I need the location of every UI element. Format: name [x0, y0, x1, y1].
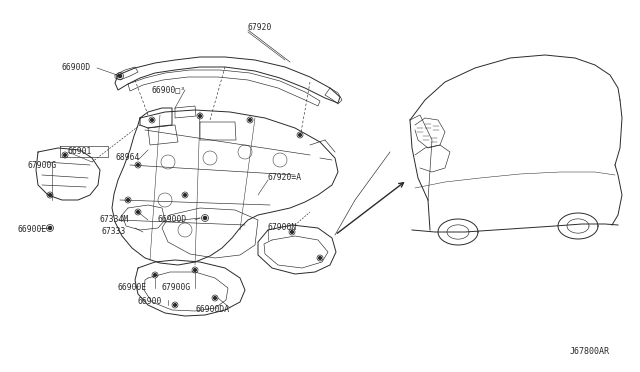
Text: 66900: 66900 — [138, 298, 163, 307]
Circle shape — [154, 274, 156, 276]
Circle shape — [184, 194, 186, 196]
Circle shape — [63, 154, 67, 156]
Text: 66900□³: 66900□³ — [152, 86, 186, 94]
Text: 66900DA: 66900DA — [195, 305, 229, 314]
Text: 67900G: 67900G — [28, 160, 57, 170]
Text: 67900G: 67900G — [162, 283, 191, 292]
Circle shape — [299, 134, 301, 137]
Circle shape — [127, 199, 129, 201]
Text: J67800AR: J67800AR — [570, 347, 610, 356]
Circle shape — [150, 119, 154, 121]
Circle shape — [173, 304, 177, 307]
Text: 66900D: 66900D — [158, 215, 188, 224]
Circle shape — [118, 74, 122, 78]
Text: 67333: 67333 — [102, 228, 126, 237]
Circle shape — [198, 115, 202, 117]
Circle shape — [49, 194, 51, 196]
Circle shape — [319, 257, 321, 259]
Circle shape — [214, 296, 216, 299]
Circle shape — [137, 164, 140, 166]
Text: 66900E: 66900E — [18, 225, 47, 234]
Circle shape — [137, 211, 140, 214]
Circle shape — [204, 217, 207, 219]
Text: 66900E: 66900E — [118, 283, 147, 292]
Circle shape — [291, 231, 293, 233]
Text: 68964: 68964 — [115, 154, 140, 163]
Text: 67920: 67920 — [248, 23, 273, 32]
Text: 66901: 66901 — [68, 148, 92, 157]
Text: 67900N: 67900N — [268, 224, 297, 232]
Text: 67334M: 67334M — [100, 215, 129, 224]
Circle shape — [249, 119, 252, 121]
Text: 66900D: 66900D — [62, 64, 92, 73]
Circle shape — [194, 269, 196, 271]
Circle shape — [49, 227, 52, 230]
Text: 67920=A: 67920=A — [268, 173, 302, 183]
